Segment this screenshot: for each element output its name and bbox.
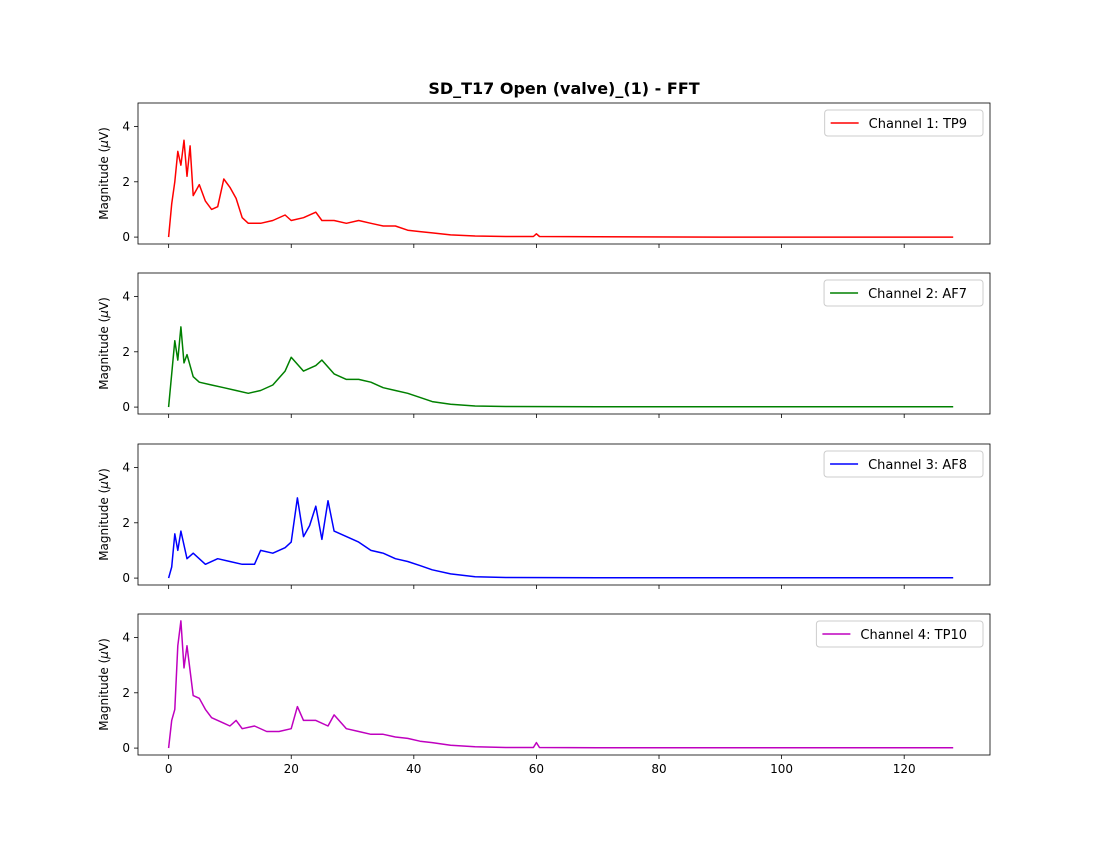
y-tick-label-2-2: 2 xyxy=(122,345,130,359)
legend-1: Channel 1: TP9 xyxy=(824,109,984,137)
y-tick-label-2-0: 0 xyxy=(122,400,130,414)
x-tick-label-60: 60 xyxy=(529,762,544,776)
legend-label-3: Channel 3: AF8 xyxy=(868,458,967,473)
y-tick-label-4-4: 4 xyxy=(122,631,130,645)
series-line-2 xyxy=(167,326,954,408)
legend-box-4 xyxy=(815,620,984,648)
y-tick-label-3-4: 4 xyxy=(122,461,130,475)
y-tick-label-4-2: 2 xyxy=(122,686,130,700)
legend-label-1: Channel 1: TP9 xyxy=(869,117,967,132)
legend-box-1 xyxy=(824,109,984,137)
series-line-4 xyxy=(167,620,954,749)
y-axis-label-4: Magnitude (μV) xyxy=(97,638,111,731)
legend-label-4: Channel 4: TP10 xyxy=(860,628,967,643)
legend-box-2 xyxy=(823,279,984,307)
series-line-1 xyxy=(167,139,954,238)
y-tick-label-1-4: 4 xyxy=(122,120,130,134)
y-tick-label-2-4: 4 xyxy=(122,290,130,304)
legend-label-2: Channel 2: AF7 xyxy=(868,287,967,302)
legend-3: Channel 3: AF8 xyxy=(823,450,984,478)
x-tick-label-20: 20 xyxy=(284,762,299,776)
y-axis-label-2: Magnitude (μV) xyxy=(97,297,111,390)
y-tick-label-1-0: 0 xyxy=(122,230,130,244)
y-tick-label-3-2: 2 xyxy=(122,516,130,530)
y-axis-label-3: Magnitude (μV) xyxy=(97,468,111,561)
figure-title: SD_T17 Open (valve)_(1) - FFT xyxy=(428,79,699,98)
legend-4: Channel 4: TP10 xyxy=(815,620,984,648)
x-tick-label-120: 120 xyxy=(893,762,916,776)
legend-2: Channel 2: AF7 xyxy=(823,279,984,307)
axes-frame-1 xyxy=(137,102,991,245)
subplot-3: 0 2 4 Magnitude (μV) Channel 3: AF8 xyxy=(97,443,991,589)
x-tick-label-40: 40 xyxy=(406,762,421,776)
subplot-1: 0 2 4 Magnitude (μV) Channel 1: TP9 xyxy=(97,102,991,248)
y-tick-label-1-2: 2 xyxy=(122,175,130,189)
y-tick-label-4-0: 0 xyxy=(122,741,130,755)
legend-box-3 xyxy=(823,450,984,478)
axes-frame-3 xyxy=(137,443,991,586)
axes-frame-2 xyxy=(137,272,991,415)
x-tick-label-0: 0 xyxy=(165,762,173,776)
subplot-2: 0 2 4 Magnitude (μV) Channel 2: AF7 xyxy=(97,272,991,418)
series-line-3 xyxy=(167,497,954,579)
subplot-panels: 0 2 4 Magnitude (μV) Channel 1: TP9 0 2 4 Magnit… xyxy=(97,102,991,776)
axes-frame-4 xyxy=(137,613,991,756)
y-axis-label-1: Magnitude (μV) xyxy=(97,127,111,220)
x-tick-label-80: 80 xyxy=(651,762,666,776)
y-tick-label-3-0: 0 xyxy=(122,571,130,585)
x-tick-label-100: 100 xyxy=(770,762,793,776)
